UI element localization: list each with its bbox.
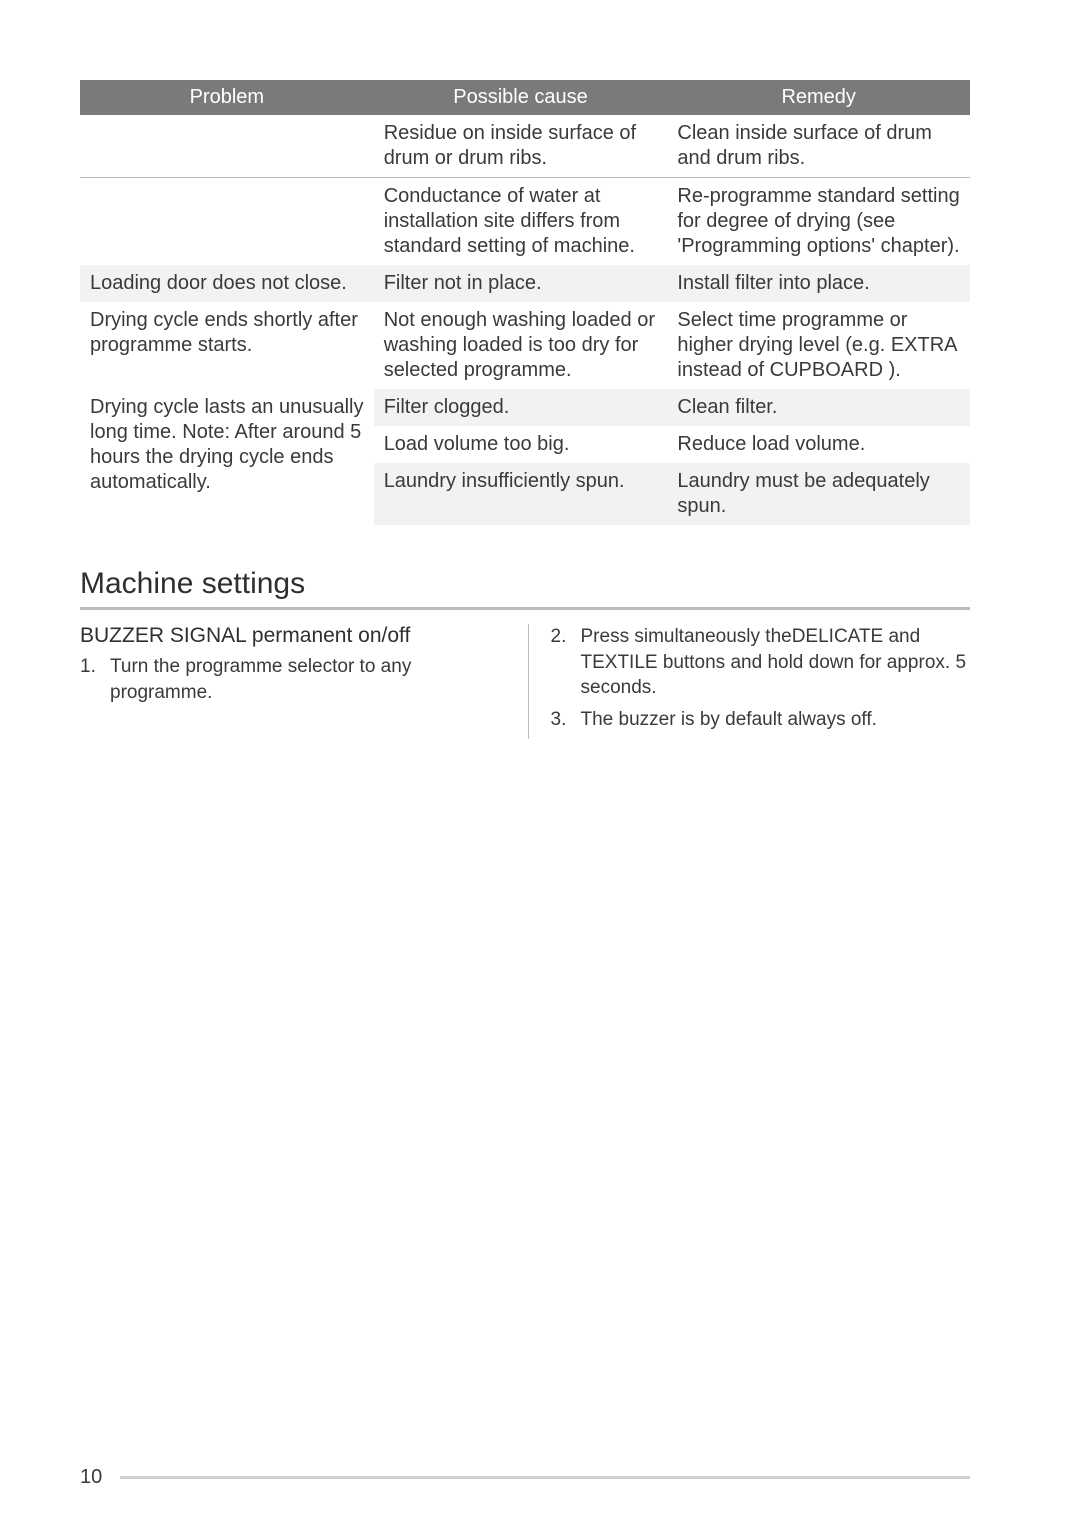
cell-cause: Filter clogged. [374,389,668,426]
cell-problem: Drying cycle ends shortly after programm… [80,302,374,389]
cell-problem [80,178,374,266]
table-row: Residue on inside surface of drum or dru… [80,115,970,178]
cell-remedy: Reduce load volume. [667,426,970,463]
cell-problem: Drying cycle lasts an unusually long tim… [80,389,374,525]
cell-remedy: Install filter into place. [667,265,970,302]
right-column: Press simultaneously theDELICATE and TEX… [528,624,971,739]
footer-rule [120,1476,970,1479]
cell-cause: Filter not in place. [374,265,668,302]
table-row: Drying cycle lasts an unusually long tim… [80,389,970,426]
cell-cause: Not enough washing loaded or washing loa… [374,302,668,389]
cell-remedy: Laundry must be adequately spun. [667,463,970,525]
cell-remedy: Select time programme or higher drying l… [667,302,970,389]
list-item: Turn the programme selector to any progr… [80,654,500,705]
cell-cause: Laundry insufficiently spun. [374,463,668,525]
list-item: Press simultaneously theDELICATE and TEX… [551,624,971,701]
troubleshooting-tbody: Residue on inside surface of drum or dru… [80,115,970,525]
troubleshooting-table: Problem Possible cause Remedy Residue on… [80,80,970,525]
section-title: Machine settings [80,567,970,601]
th-cause: Possible cause [374,80,668,115]
cell-cause: Conductance of water at installation sit… [374,178,668,266]
cell-problem [80,115,374,178]
table-row: Drying cycle ends shortly after programm… [80,302,970,389]
cell-remedy: Clean inside surface of drum and drum ri… [667,115,970,178]
steps-right: Press simultaneously theDELICATE and TEX… [551,624,971,733]
section-rule [80,607,970,610]
cell-cause: Load volume too big. [374,426,668,463]
table-row: Loading door does not close.Filter not i… [80,265,970,302]
th-problem: Problem [80,80,374,115]
list-item: The buzzer is by default always off. [551,707,971,733]
th-remedy: Remedy [667,80,970,115]
page-number: 10 [80,1466,102,1489]
cell-remedy: Clean filter. [667,389,970,426]
steps-left: Turn the programme selector to any progr… [80,654,500,705]
cell-cause: Residue on inside surface of drum or dru… [374,115,668,178]
table-row: Conductance of water at installation sit… [80,178,970,266]
manual-page: Problem Possible cause Remedy Residue on… [0,0,1080,1529]
cell-problem: Loading door does not close. [80,265,374,302]
cell-remedy: Re-programme standard setting for degree… [667,178,970,266]
left-column: BUZZER SIGNAL permanent on/off Turn the … [80,624,500,739]
page-footer: 10 [80,1466,970,1489]
sub-heading: BUZZER SIGNAL permanent on/off [80,624,500,648]
two-column-body: BUZZER SIGNAL permanent on/off Turn the … [80,624,970,739]
